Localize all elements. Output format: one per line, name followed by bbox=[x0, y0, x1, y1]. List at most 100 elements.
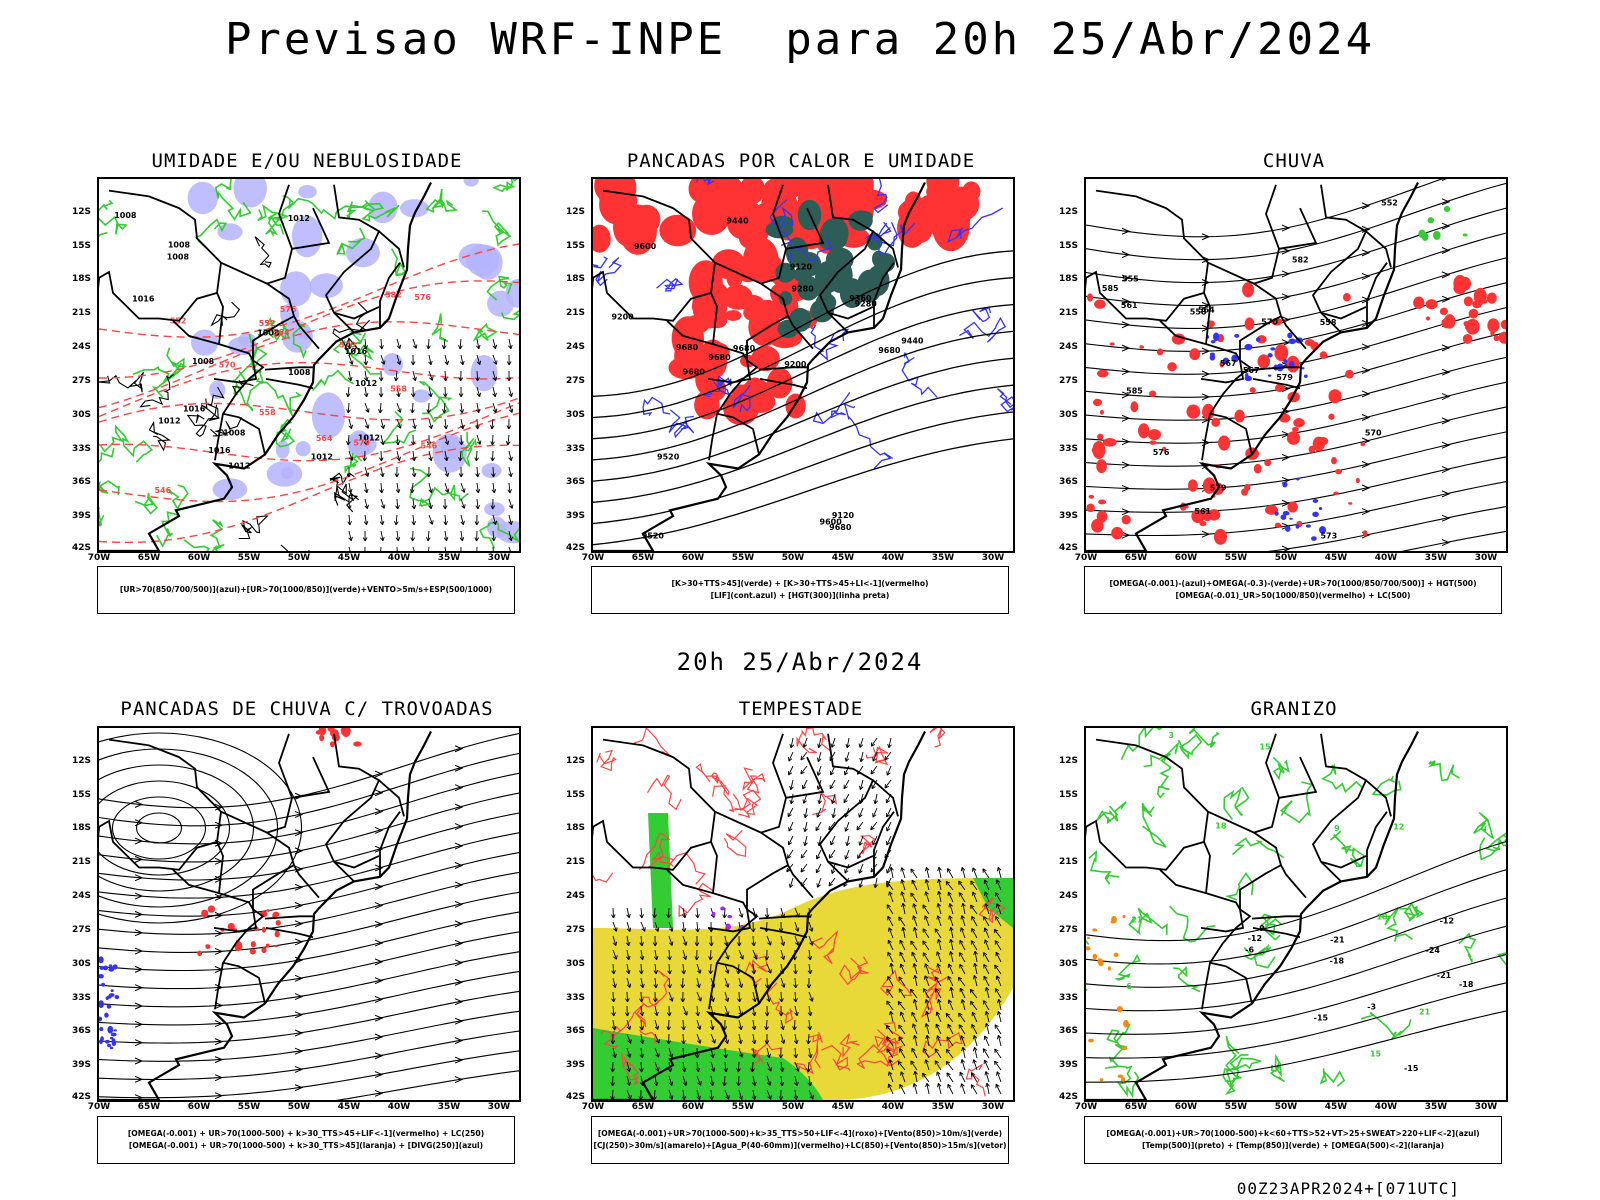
state-boundary bbox=[1252, 927, 1301, 939]
contour-label: 1016 bbox=[208, 446, 231, 455]
contour-label: 570 bbox=[1365, 429, 1382, 438]
contour-label: 9600 bbox=[820, 517, 843, 526]
contour-label: 9120 bbox=[790, 262, 813, 271]
panel-title-chuva: CHUVA bbox=[1262, 150, 1326, 172]
state-boundary bbox=[172, 320, 258, 384]
state-boundary bbox=[264, 915, 313, 920]
mid-title: 20h 25/Abr/2024 bbox=[676, 648, 924, 676]
contour-label: 9280 bbox=[792, 285, 815, 294]
contour-label: 15 bbox=[1259, 743, 1271, 752]
map-panel-calor: 9680 9680 9680 9680 9680 9600 9680 9520 9440 9440… bbox=[591, 177, 1015, 553]
contour-label: 573 bbox=[1320, 531, 1337, 540]
state-boundary bbox=[1252, 378, 1301, 390]
state-boundary bbox=[787, 864, 814, 899]
coastline bbox=[1086, 731, 1419, 1100]
coastline bbox=[593, 731, 926, 1100]
lat-tick-label: 42S bbox=[565, 1092, 585, 1102]
contour-label: 582 bbox=[1292, 255, 1309, 264]
lon-tick-label: 50W bbox=[1274, 1102, 1298, 1112]
contour-label: 1008 bbox=[114, 211, 137, 220]
lat-tick-label: 39S bbox=[71, 511, 91, 522]
main-title: Previsao WRF-INPE para 20h 25/Abr/2024 bbox=[224, 14, 1376, 65]
lat-tick-label: 24S bbox=[565, 891, 585, 902]
contour-label: 9680 bbox=[676, 343, 699, 352]
legend-line: [OMEGA(-0.001)+UR>70(1000-500)+k<60+TTS>… bbox=[1106, 1129, 1480, 1138]
state-boundary bbox=[252, 831, 296, 910]
lat-tick-label: 15S bbox=[565, 240, 585, 251]
contour-label: 3 bbox=[1168, 731, 1174, 740]
contour-label: 546 bbox=[154, 486, 171, 495]
lon-tick-label: 70W bbox=[581, 1102, 605, 1112]
contour-label: 1012 bbox=[358, 433, 380, 442]
contour-label: 9520 bbox=[642, 531, 665, 540]
state-boundary bbox=[1203, 292, 1211, 345]
lat-tick-label: 36S bbox=[1058, 477, 1078, 488]
lon-tick-label: 45W bbox=[337, 553, 361, 563]
contour-label: 570 bbox=[219, 361, 236, 370]
lon-tick-label: 45W bbox=[1324, 1102, 1348, 1112]
legend-line: [OMEGA(-0.001)-(azul)+OMEGA(-0.3)-(verde… bbox=[1109, 579, 1477, 588]
lat-tick-label: 30S bbox=[71, 958, 91, 969]
lat-tick-label: 27S bbox=[71, 375, 91, 386]
state-boundary bbox=[710, 841, 718, 894]
state-boundary bbox=[1251, 366, 1300, 371]
lat-tick-label: 42S bbox=[565, 543, 585, 553]
panel-title-calor: PANCADAS POR CALOR E UMIDADE bbox=[626, 150, 976, 172]
lat-tick-label: 12S bbox=[1058, 755, 1078, 766]
state-boundary bbox=[293, 864, 320, 899]
panel-title-trovoadas: PANCADAS DE CHUVA C/ TROVOADAS bbox=[120, 698, 494, 720]
lon-tick-label: 60W bbox=[1174, 553, 1198, 563]
contour-label: 1016 bbox=[183, 404, 206, 413]
lat-tick-label: 18S bbox=[71, 274, 91, 285]
contour-label: 21 bbox=[1419, 1007, 1431, 1016]
lat-tick-label: 36S bbox=[565, 1026, 585, 1037]
lon-tick-label: 70W bbox=[1074, 1102, 1098, 1112]
lat-tick-label: 33S bbox=[1058, 443, 1078, 454]
state-boundary bbox=[827, 855, 874, 869]
contour-label: 546 bbox=[420, 442, 437, 451]
lat-tick-label: 33S bbox=[565, 443, 585, 454]
panel-legend-calor: [K>30+TTS>45](verde) + [K>30+TTS>45+LI<-… bbox=[591, 566, 1009, 614]
lat-tick-label: 12S bbox=[565, 206, 585, 217]
state-boundary bbox=[1366, 262, 1388, 328]
contour-label: 1008 bbox=[167, 253, 190, 262]
lon-tick-label: 40W bbox=[387, 553, 411, 563]
lon-tick-label: 70W bbox=[87, 553, 111, 563]
contour-label: -21 bbox=[1437, 971, 1452, 980]
lon-tick-label: 30W bbox=[981, 553, 1005, 563]
state-boundary bbox=[1280, 315, 1307, 350]
lon-tick-label: 60W bbox=[681, 553, 705, 563]
contour-label: 9680 bbox=[829, 523, 852, 532]
state-boundary bbox=[265, 378, 314, 390]
lat-tick-label: 42S bbox=[1058, 543, 1078, 553]
state-boundary bbox=[378, 230, 405, 268]
state-boundary bbox=[746, 282, 790, 361]
contour-label: -18 bbox=[1330, 957, 1345, 966]
lon-tick-label: 55W bbox=[731, 553, 755, 563]
lat-tick-label: 15S bbox=[1058, 240, 1078, 251]
contour-label: 9440 bbox=[726, 216, 749, 225]
contour-label: 576 bbox=[280, 305, 297, 314]
lat-tick-label: 27S bbox=[565, 375, 585, 386]
state-boundary bbox=[378, 779, 405, 817]
lon-tick-label: 45W bbox=[831, 1102, 855, 1112]
legend-line: [OMEGA(-0.001) + UR>70(1000-500) + k>30_… bbox=[127, 1129, 485, 1138]
lon-tick-label: 70W bbox=[1074, 553, 1098, 563]
contour-label: 558 bbox=[259, 408, 276, 417]
lat-tick-label: 21S bbox=[71, 857, 91, 868]
lon-tick-label: 70W bbox=[87, 1102, 111, 1112]
state-boundary bbox=[666, 320, 752, 384]
legend-line: [OMEGA(-0.01)_UR>50(1000/850)(vermelho) … bbox=[1175, 591, 1411, 600]
state-boundary bbox=[716, 961, 760, 1004]
state-boundary bbox=[1239, 831, 1283, 910]
state-boundary bbox=[746, 831, 790, 910]
lat-tick-label: 27S bbox=[1058, 375, 1078, 386]
state-boundary bbox=[785, 756, 825, 799]
state-boundary bbox=[1251, 915, 1300, 920]
contour-label: -6 bbox=[1245, 946, 1254, 955]
state-boundary bbox=[714, 733, 787, 834]
contour-label: 9200 bbox=[611, 313, 634, 322]
lat-tick-label: 15S bbox=[71, 240, 91, 251]
lon-tick-label: 65W bbox=[137, 1102, 161, 1112]
lat-tick-label: 15S bbox=[1058, 789, 1078, 800]
